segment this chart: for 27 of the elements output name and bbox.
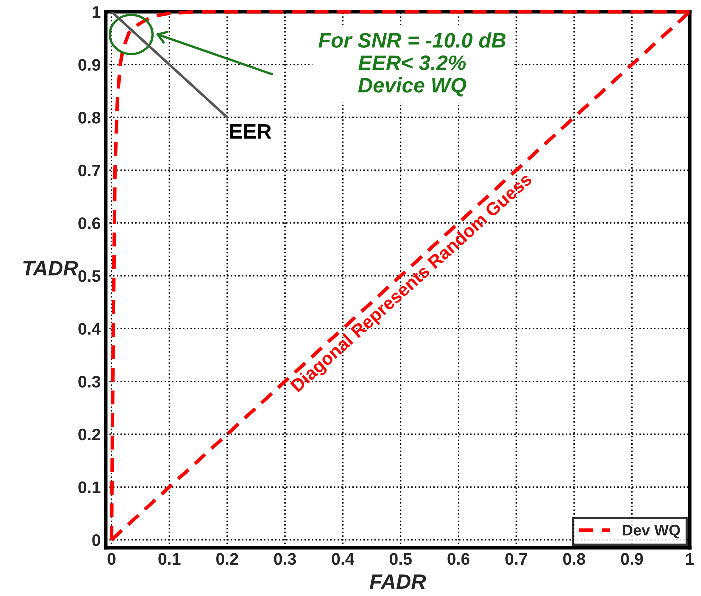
x-tick-label: 1 xyxy=(686,553,694,565)
x-tick-label: 0 xyxy=(108,553,116,566)
y-tick-label: 0.3 xyxy=(78,376,101,388)
y-tick-label: 0.8 xyxy=(78,112,101,124)
y-tick-label: 0.2 xyxy=(78,428,100,441)
x-tick-label: 0.9 xyxy=(621,553,644,566)
y-axis-title: TADR xyxy=(24,261,78,276)
x-tick-label: 0.8 xyxy=(563,553,586,566)
x-tick-label: 0.6 xyxy=(448,553,470,566)
legend-label: Dev WQ xyxy=(623,524,680,539)
y-tick-label: 0.4 xyxy=(78,323,102,336)
y-tick-label: 0.7 xyxy=(78,164,100,177)
y-tick-label: 0.6 xyxy=(78,218,101,230)
annotation: For SNR = -10.0 dB EER< 3.2% Device WQ xyxy=(318,32,506,97)
x-tick-label: 0.1 xyxy=(158,553,181,566)
x-tick-label: 0.5 xyxy=(390,553,412,566)
x-tick-label: 0.4 xyxy=(332,553,355,566)
y-tick-label: 0.1 xyxy=(78,482,101,494)
y-tick-label: 0 xyxy=(92,534,100,546)
x-tick-label: 0.2 xyxy=(216,553,238,566)
y-tick-label: 1 xyxy=(92,6,101,18)
x-tick-label: 0.3 xyxy=(274,553,296,566)
y-tick-label: 0.9 xyxy=(78,59,101,72)
y-tick-label: 0.5 xyxy=(78,270,101,282)
annotation: EER xyxy=(230,124,272,139)
x-axis-title: FADR xyxy=(370,574,426,590)
x-tick-label: 0.7 xyxy=(506,553,528,566)
